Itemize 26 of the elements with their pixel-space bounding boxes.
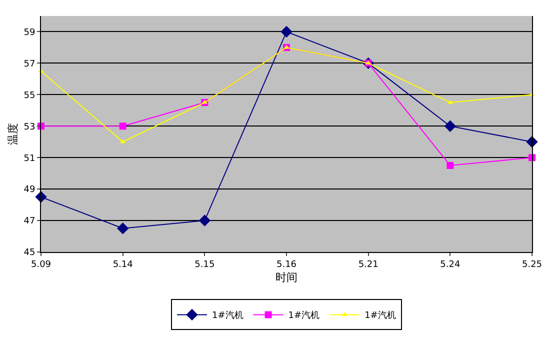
legend-label: 1#汽机 [364, 310, 396, 322]
x-tick-label: 5.21 [358, 260, 378, 270]
point [280, 26, 292, 38]
point [446, 162, 454, 169]
point [198, 214, 211, 226]
y-tick-label: 51 [24, 154, 36, 164]
y-tick-label: 47 [24, 216, 36, 227]
x-tick-label: 5.24 [440, 260, 460, 270]
y-tick-label: 49 [24, 185, 36, 196]
x-axis-title: 时间 [276, 271, 298, 284]
legend-label: 1#汽机 [288, 310, 320, 322]
y-tick-label: 53 [24, 122, 36, 132]
x-tick-label: 5.16 [276, 260, 297, 270]
x-tick-label: 5.25 [522, 260, 542, 270]
point [116, 222, 129, 234]
point [444, 120, 456, 132]
point [119, 122, 126, 130]
y-tick-label: 55 [24, 90, 36, 101]
y-tick-label: 57 [24, 59, 36, 70]
x-tick-label: 5.15 [194, 260, 215, 270]
y-tick-label: 45 [24, 248, 36, 258]
legend-label: 1#汽机 [212, 310, 244, 322]
y-axis-title: 温度 [6, 123, 20, 145]
y-tick-label: 59 [24, 28, 36, 38]
x-tick-label: 5.09 [30, 260, 52, 270]
x-tick-label: 5.14 [112, 260, 134, 270]
